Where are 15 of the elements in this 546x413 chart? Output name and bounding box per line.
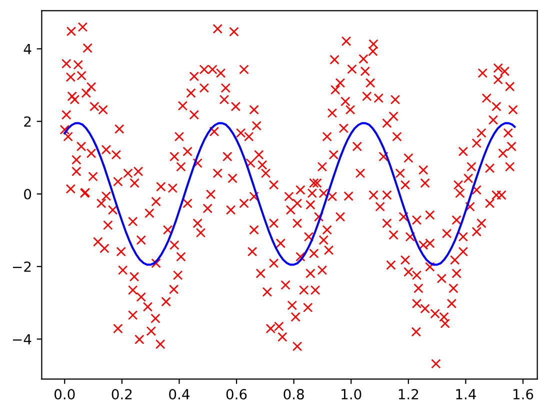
x-tick-label: 0.6 — [226, 388, 247, 400]
x-tick-label: 0.0 — [54, 388, 75, 400]
x-tick-label: 0.8 — [284, 388, 304, 400]
x-tick-label: 1.6 — [513, 388, 534, 400]
x-tick-label: 1.2 — [398, 388, 418, 400]
x-tick-label: 1.4 — [456, 389, 476, 400]
y-tick-label: −2 — [12, 261, 31, 272]
x-tick-label: 0.2 — [112, 388, 132, 400]
x-tick-label: 1.0 — [342, 388, 362, 400]
y-tick-label: 2 — [24, 116, 31, 127]
x-tick-label: 0.4 — [169, 388, 190, 400]
y-tick-label: 4 — [24, 44, 32, 54]
line-series — [64, 122, 516, 266]
y-tick-label: −4 — [12, 334, 32, 344]
y-tick-label: 0 — [24, 188, 32, 200]
